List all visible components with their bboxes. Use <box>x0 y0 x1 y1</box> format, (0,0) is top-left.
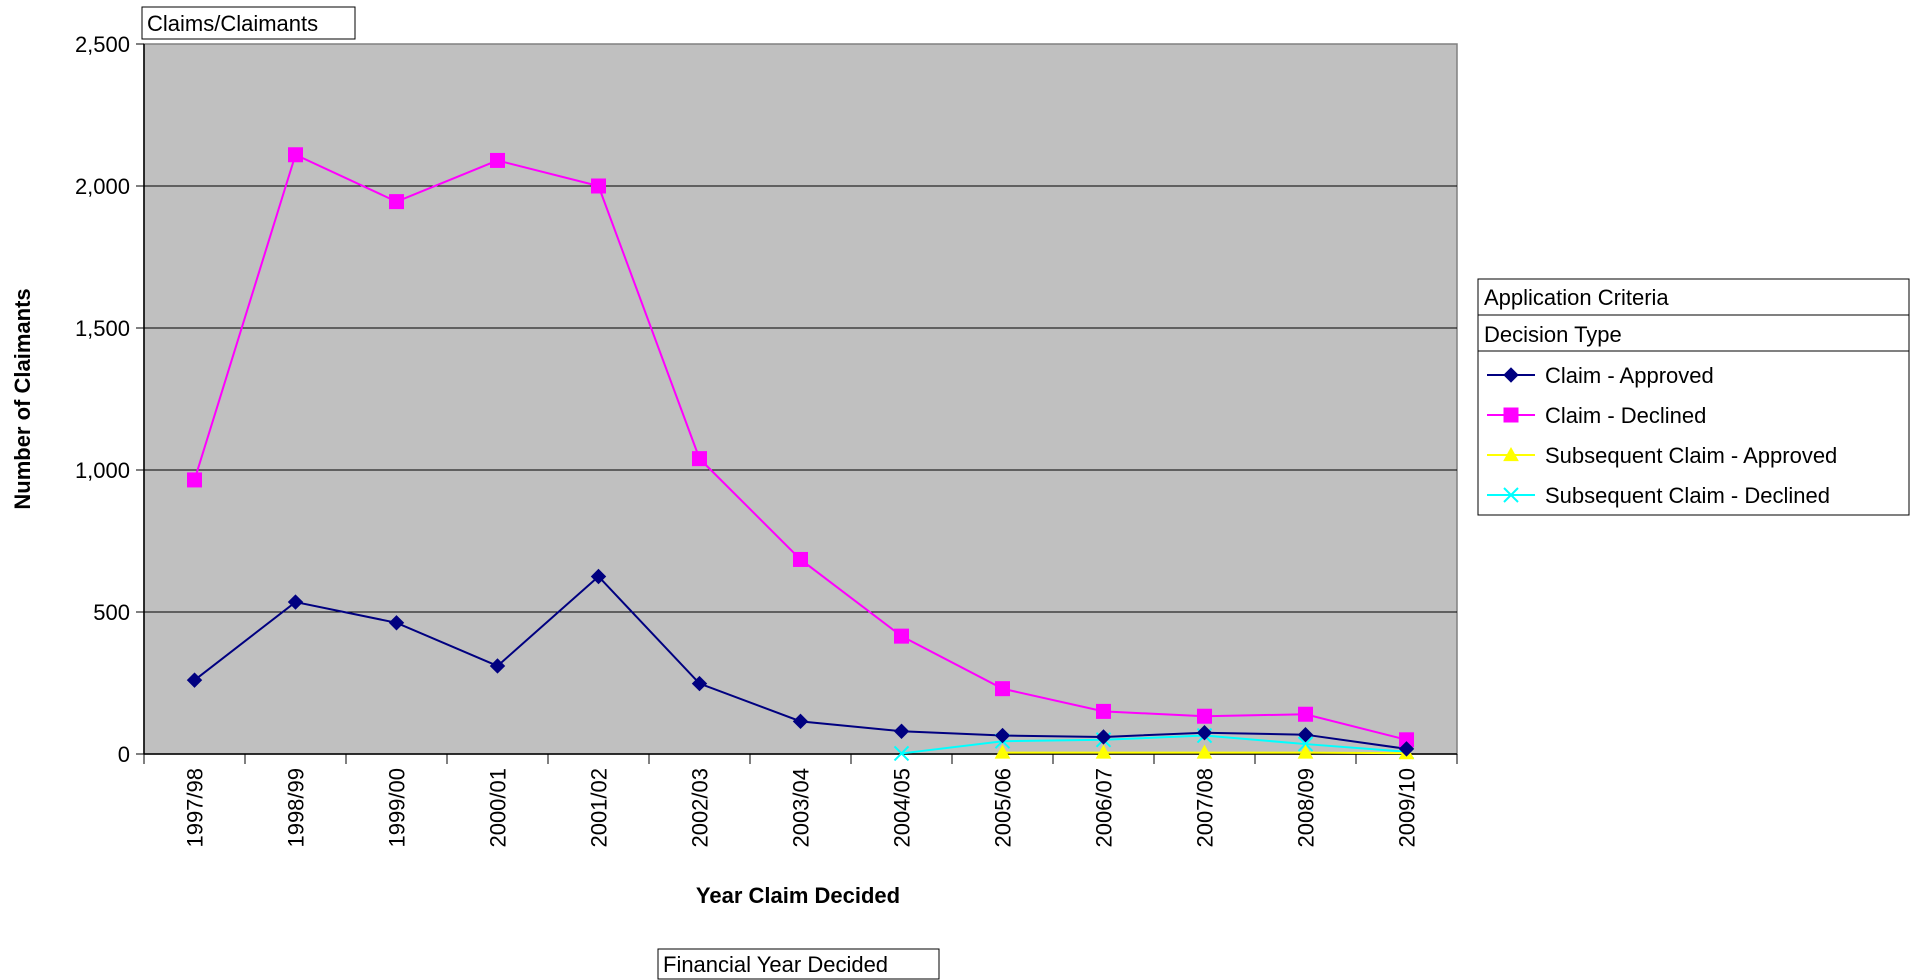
x-tick-label: 2001/02 <box>587 768 612 848</box>
data-point-square <box>692 451 707 467</box>
axes <box>136 43 1458 764</box>
x-tick-labels: 1997/98 1998/99 1999/00 2000/01 2001/02 2002/… <box>183 768 1420 848</box>
data-point-square <box>995 681 1010 697</box>
legend-entry-label: Subsequent Claim - Approved <box>1545 443 1837 468</box>
legend-subtitle: Decision Type <box>1484 322 1622 347</box>
data-point-diamond <box>489 658 506 674</box>
data-point-square <box>1197 708 1212 724</box>
data-point-diamond <box>994 727 1011 744</box>
data-point-diamond <box>1398 741 1415 757</box>
data-point-diamond <box>1196 724 1213 741</box>
data-point-diamond <box>893 723 910 739</box>
header-box-label: Claims/Claimants <box>147 11 318 36</box>
data-point-square <box>288 147 303 163</box>
data-point-square <box>490 152 505 168</box>
legend: Application Criteria Decision Type Claim… <box>1477 278 1910 516</box>
y-tick-label: 1,000 <box>75 458 130 483</box>
x-tick-label: 2000/01 <box>486 768 511 848</box>
x-tick-label: 2005/06 <box>991 768 1016 848</box>
data-point-x <box>1297 736 1314 752</box>
legend-swatch-marker <box>1503 487 1519 503</box>
data-point-diamond <box>186 672 203 688</box>
data-point-triangle <box>994 744 1011 759</box>
data-point-square <box>1298 706 1313 722</box>
y-tick-label: 2,000 <box>75 174 130 199</box>
data-point-x <box>893 745 910 762</box>
data-point-triangle <box>1196 744 1213 759</box>
data-point-diamond <box>1297 726 1314 743</box>
plot-area <box>143 43 1458 755</box>
x-tick-label: 2004/05 <box>890 768 915 848</box>
y-axis-title: Number of Claimants <box>10 288 35 509</box>
data-point-triangle <box>1095 744 1112 759</box>
data-point-triangle <box>1297 744 1314 759</box>
series-markers <box>186 147 1415 762</box>
legend-entries: Claim - Approved Claim - Declined Subseque… <box>1487 363 1837 508</box>
legend-entry-label: Subsequent Claim - Declined <box>1545 483 1830 508</box>
y-tick-labels: 0 500 1,000 1,500 2,000 2,500 <box>75 32 130 767</box>
x-tick-label: 1998/99 <box>284 768 309 848</box>
data-point-diamond <box>691 675 708 692</box>
x-tick-label: 1997/98 <box>183 768 208 848</box>
x-axis-title: Year Claim Decided <box>696 883 900 908</box>
series-line-3 <box>901 734 1407 755</box>
data-point-square <box>187 472 202 488</box>
legend-entry-label: Claim - Declined <box>1545 403 1706 428</box>
legend-entry-label: Claim - Approved <box>1545 363 1714 388</box>
legend-swatch-marker <box>1503 446 1519 462</box>
x-tick-label: 2007/08 <box>1193 768 1218 848</box>
x-tick-label: 2002/03 <box>688 768 713 848</box>
header-box: Claims/Claimants <box>141 6 356 40</box>
y-tick-label: 1,500 <box>75 316 130 341</box>
x-tick-label: 2008/09 <box>1294 768 1319 848</box>
x-tick-label: 2009/10 <box>1395 768 1420 848</box>
data-point-diamond <box>287 594 304 610</box>
data-point-square <box>894 628 909 644</box>
legend-swatch-marker <box>1503 367 1519 383</box>
y-tick-label: 500 <box>93 600 130 625</box>
data-point-square <box>591 178 606 194</box>
x-tick-label: 1999/00 <box>385 768 410 848</box>
x-tick-label: 2003/04 <box>789 768 814 848</box>
data-point-square <box>793 551 808 567</box>
footer-box: Financial Year Decided <box>657 948 940 980</box>
legend-swatch-marker <box>1503 407 1519 423</box>
data-point-diamond <box>1095 729 1112 745</box>
y-tick-label: 0 <box>118 742 130 767</box>
data-point-square <box>389 194 404 210</box>
data-point-diamond <box>792 713 809 730</box>
data-point-diamond <box>388 615 405 631</box>
data-point-square <box>1096 703 1111 719</box>
y-tick-label: 2,500 <box>75 32 130 57</box>
legend-title: Application Criteria <box>1484 285 1669 310</box>
x-tick-label: 2006/07 <box>1092 768 1117 848</box>
data-point-diamond <box>590 568 607 585</box>
footer-box-label: Financial Year Decided <box>663 952 888 977</box>
